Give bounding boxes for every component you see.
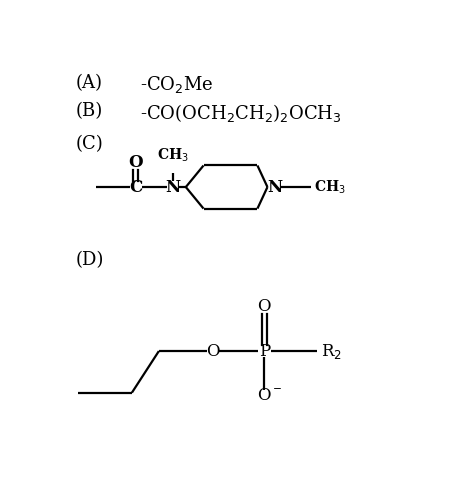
Text: (A): (A) bbox=[76, 74, 103, 92]
Text: (D): (D) bbox=[76, 251, 104, 269]
Text: P: P bbox=[259, 342, 270, 359]
Text: -CO$_2$Me: -CO$_2$Me bbox=[140, 74, 213, 95]
Text: $^{-}$: $^{-}$ bbox=[272, 386, 282, 400]
Text: -CO(OCH$_2$CH$_2$)$_2$OCH$_3$: -CO(OCH$_2$CH$_2$)$_2$OCH$_3$ bbox=[140, 102, 342, 124]
Text: O: O bbox=[258, 298, 271, 315]
Text: C: C bbox=[129, 178, 142, 196]
Text: N: N bbox=[165, 178, 180, 196]
Text: R$_2$: R$_2$ bbox=[320, 342, 342, 360]
Text: (B): (B) bbox=[76, 102, 103, 120]
Text: CH$_3$: CH$_3$ bbox=[157, 146, 189, 164]
Text: O: O bbox=[129, 154, 143, 171]
Text: (C): (C) bbox=[76, 136, 103, 154]
Text: O: O bbox=[258, 387, 271, 404]
Text: N: N bbox=[267, 178, 282, 196]
Text: CH$_3$: CH$_3$ bbox=[314, 178, 346, 196]
Text: O: O bbox=[206, 342, 219, 359]
